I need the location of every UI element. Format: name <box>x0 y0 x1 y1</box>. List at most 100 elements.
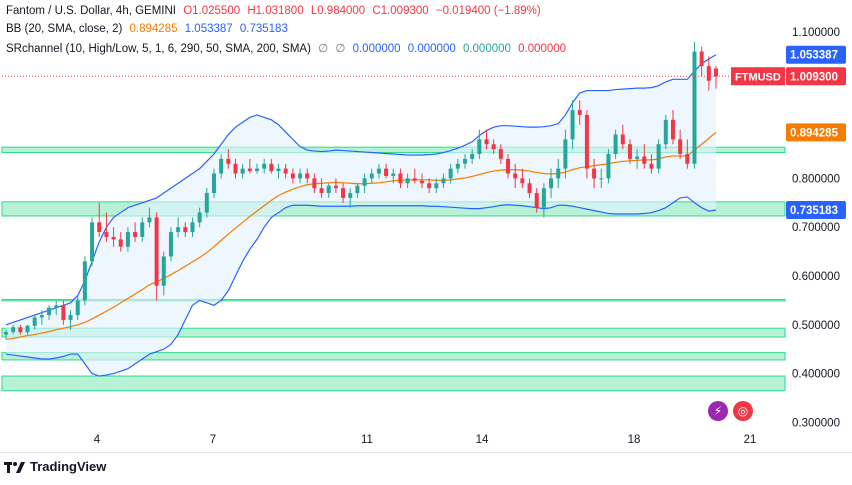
candle-76 <box>549 168 554 198</box>
candle-60 <box>434 178 439 194</box>
candle-body-94 <box>678 139 683 154</box>
candle-19 <box>140 217 145 242</box>
candle-body-13 <box>97 222 102 233</box>
bb-title: BB (20, SMA, close, 2) <box>6 23 123 35</box>
candle-body-89 <box>642 156 647 164</box>
bb-upper-value: 1.053387 <box>184 23 233 35</box>
candle-body-1 <box>11 327 16 333</box>
candle-66 <box>477 129 482 159</box>
candle-81 <box>584 110 589 179</box>
srchannel-legend[interactable]: SRchannel (10, High/Low, 5, 1, 6, 290, 5… <box>6 41 570 55</box>
candle-63 <box>455 158 460 174</box>
bb-basis-value: 0.894285 <box>129 23 178 35</box>
candle-13 <box>97 202 102 237</box>
price-label-3: 0.735183 <box>786 201 846 220</box>
candle-88 <box>635 149 640 169</box>
candle-53 <box>384 163 389 179</box>
candle-20 <box>147 207 152 228</box>
y-tick-7: 0.300000 <box>792 417 840 429</box>
candle-26 <box>190 217 195 237</box>
candle-body-75 <box>541 188 546 208</box>
flash-icon[interactable]: ⚡ <box>708 401 728 421</box>
candle-body-7 <box>54 305 59 308</box>
candle-body-27 <box>197 212 202 223</box>
candle-body-62 <box>448 168 453 179</box>
candle-83 <box>599 168 604 189</box>
change-value: −0.019400 (−1.89%) <box>435 5 541 17</box>
price-label-box-1 <box>786 67 846 86</box>
candle-99 <box>714 66 718 89</box>
candle-body-92 <box>663 119 668 145</box>
candle-5 <box>39 310 44 325</box>
candle-9 <box>68 310 73 330</box>
bb-upper-line <box>5 54 717 326</box>
candle-body-19 <box>140 222 145 237</box>
candle-7 <box>54 300 59 316</box>
candle-40 <box>290 168 295 184</box>
srchannel-empty-1: ∅ <box>318 43 329 55</box>
candle-44 <box>319 178 324 198</box>
y-tick-6: 0.400000 <box>792 369 840 381</box>
candle-29 <box>211 168 216 198</box>
srchannel-value-3: 0.000000 <box>462 43 511 55</box>
candle-46 <box>333 178 338 194</box>
candle-body-20 <box>147 217 152 223</box>
candle-86 <box>620 124 625 150</box>
candle-body-2 <box>18 327 23 333</box>
price-label-1: FTMUSD 1.009300 <box>731 67 846 86</box>
candle-93 <box>670 110 675 145</box>
candle-body-11 <box>82 261 87 301</box>
candle-body-16 <box>118 239 123 247</box>
candle-body-4 <box>32 317 37 326</box>
candle-body-67 <box>484 139 489 145</box>
candle-52 <box>376 163 381 179</box>
price-label-box-2 <box>786 123 846 142</box>
candle-body-93 <box>670 119 675 140</box>
candle-96 <box>692 41 697 169</box>
candle-body-41 <box>298 173 303 179</box>
candle-body-3 <box>25 325 30 333</box>
candle-85 <box>613 129 618 159</box>
candle-body-90 <box>649 163 654 169</box>
candle-body-43 <box>312 178 317 189</box>
candle-43 <box>312 173 317 194</box>
candle-body-71 <box>513 173 518 179</box>
low-value: L0.984000 <box>310 5 366 17</box>
globe-icon[interactable]: ◎ <box>733 401 753 421</box>
candle-body-58 <box>419 180 424 184</box>
candle-body-32 <box>233 163 238 174</box>
bb-legend[interactable]: BB (20, SMA, close, 2) 0.894285 1.053387… <box>6 23 292 35</box>
candle-90 <box>649 154 654 174</box>
candle-body-76 <box>549 178 554 189</box>
price-labels: 1.053387 FTMUSD 1.009300 0.894285 0.735183 <box>731 45 846 220</box>
tradingview-logo-icon <box>4 461 25 473</box>
candle-body-33 <box>240 168 245 174</box>
candle-body-25 <box>183 227 188 233</box>
candle-body-96 <box>692 51 697 164</box>
tradingview-brand[interactable]: TradingView <box>4 459 106 474</box>
candle-50 <box>362 173 367 194</box>
price-label-symbol-box-1 <box>731 67 785 86</box>
candle-body-30 <box>219 158 224 174</box>
candle-body-95 <box>685 154 690 164</box>
candle-body-23 <box>168 232 173 257</box>
candle-56 <box>405 173 410 189</box>
candle-32 <box>233 158 238 179</box>
candle-body-10 <box>75 300 80 316</box>
candle-body-48 <box>348 193 353 198</box>
candle-51 <box>369 168 374 184</box>
x-tick-2: 11 <box>361 434 373 446</box>
bb-basis-line <box>5 131 717 341</box>
srchannel-value-1: 0.000000 <box>352 43 401 55</box>
candle-61 <box>441 173 446 189</box>
candle-body-26 <box>190 222 195 233</box>
candle-body-5 <box>39 315 44 318</box>
candle-59 <box>427 178 432 194</box>
candle-33 <box>240 163 245 179</box>
candle-body-44 <box>319 188 324 194</box>
bb-fill <box>6 54 716 377</box>
candle-34 <box>247 158 252 174</box>
candle-75 <box>541 183 546 218</box>
candle-body-50 <box>362 178 367 186</box>
